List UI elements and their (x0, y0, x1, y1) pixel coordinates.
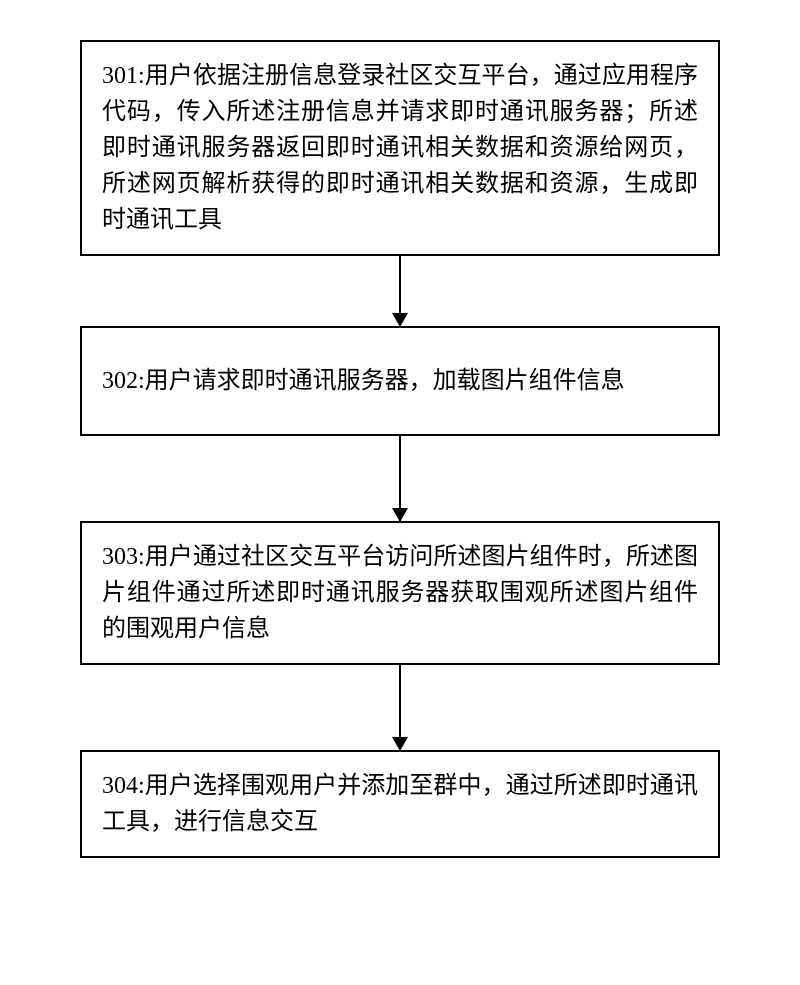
flowchart-container: 301:用户依据注册信息登录社区交互平台，通过应用程序代码，传入所述注册信息并请… (80, 40, 720, 858)
flow-arrow-2 (80, 436, 720, 521)
arrow-down-icon (399, 256, 401, 326)
arrow-down-icon (399, 436, 401, 521)
flow-node-303: 303:用户通过社区交互平台访问所述图片组件时，所述图片组件通过所述即时通讯服务… (80, 521, 720, 665)
flow-node-301: 301:用户依据注册信息登录社区交互平台，通过应用程序代码，传入所述注册信息并请… (80, 40, 720, 256)
flow-node-302: 302:用户请求即时通讯服务器，加载图片组件信息 (80, 326, 720, 436)
flow-node-304: 304:用户选择围观用户并添加至群中，通过所述即时通讯工具，进行信息交互 (80, 750, 720, 858)
flow-arrow-3 (80, 665, 720, 750)
arrow-down-icon (399, 665, 401, 750)
flow-arrow-1 (80, 256, 720, 326)
